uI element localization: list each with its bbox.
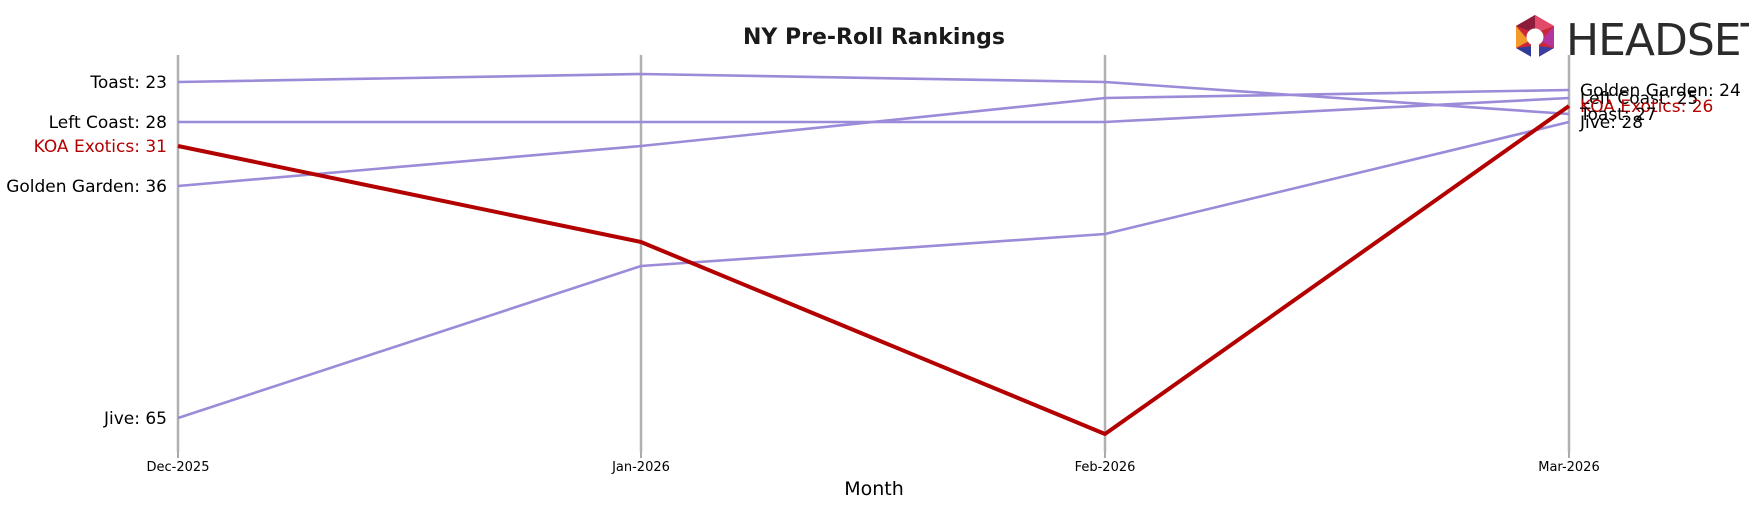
end-label: Toast: 27 (1579, 105, 1657, 125)
headset-logo-icon (1516, 15, 1554, 63)
logo: HEADSET (1516, 15, 1749, 66)
x-tick-label: Feb-2026 (1075, 460, 1136, 475)
series-line (177, 88, 1570, 188)
chart-title: NY Pre-Roll Rankings (743, 25, 1005, 50)
end-label: KOA Exotics: 26 (1580, 97, 1713, 117)
series-line (177, 104, 1571, 436)
series-line (177, 72, 1570, 116)
x-tick-label: Jan-2026 (611, 460, 670, 475)
month-axes (176, 55, 1571, 458)
end-label: Golden Garden: 24 (1580, 81, 1741, 101)
x-tick-label: Dec-2025 (147, 460, 210, 475)
series-lines (177, 72, 1571, 436)
start-label: Golden Garden: 36 (6, 177, 167, 197)
x-axis-label: Month (844, 478, 904, 500)
end-label: Jive: 28 (1579, 113, 1643, 133)
start-label: Left Coast: 28 (49, 113, 167, 133)
x-tick-labels: Dec-2025 Jan-2026 Feb-2026 Mar-2026 (147, 460, 1600, 475)
series-line (178, 96, 1570, 124)
end-label: Left Coast: 25 (1580, 89, 1698, 109)
series-line (177, 120, 1570, 420)
x-tick-label: Mar-2026 (1538, 460, 1599, 475)
start-label: Toast: 23 (89, 73, 167, 93)
start-label: Jive: 65 (103, 409, 167, 429)
start-labels: Toast: 23 Left Coast: 28 KOA Exotics: 31 Go… (6, 73, 167, 429)
brand-name: HEADSET (1566, 15, 1749, 66)
start-label: KOA Exotics: 31 (34, 137, 167, 157)
